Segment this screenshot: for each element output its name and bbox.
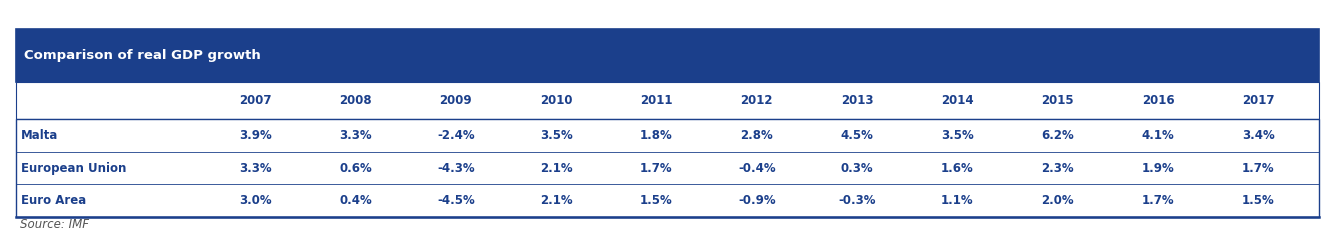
Text: -4.5%: -4.5% [437,194,475,207]
Text: 1.9%: 1.9% [1141,162,1175,174]
Bar [16,82,1319,119]
Text: 2.8%: 2.8% [741,129,773,142]
Text: 1.7%: 1.7% [639,162,673,174]
Text: 2.0%: 2.0% [1041,194,1075,207]
Text: 2009: 2009 [439,94,473,107]
Text: 1.7%: 1.7% [1141,194,1175,207]
Text: Comparison of real GDP growth: Comparison of real GDP growth [24,49,260,62]
Text: 0.3%: 0.3% [841,162,873,174]
Text: 0.4%: 0.4% [339,194,372,207]
Text: Source: IMF: Source: IMF [20,218,89,231]
Text: 2007: 2007 [239,94,271,107]
Text: Malta: Malta [21,129,59,142]
Text: 4.5%: 4.5% [841,129,873,142]
Text: 3.9%: 3.9% [239,129,271,142]
Text: -0.9%: -0.9% [738,194,776,207]
Text: 1.5%: 1.5% [639,194,673,207]
Text: 0.6%: 0.6% [339,162,372,174]
Text: 1.8%: 1.8% [639,129,673,142]
Text: -2.4%: -2.4% [437,129,474,142]
Text: 2016: 2016 [1141,94,1175,107]
Text: 2014: 2014 [941,94,973,107]
Text: 2.1%: 2.1% [539,162,573,174]
Text: 2.1%: 2.1% [539,194,573,207]
Text: -0.3%: -0.3% [838,194,876,207]
Text: 1.5%: 1.5% [1242,194,1275,207]
Text: 1.1%: 1.1% [941,194,973,207]
Text: 2008: 2008 [339,94,371,107]
Text: 2010: 2010 [539,94,573,107]
Text: 2017: 2017 [1242,94,1275,107]
Text: 2015: 2015 [1041,94,1075,107]
Text: 2013: 2013 [841,94,873,107]
Text: 3.0%: 3.0% [239,194,271,207]
Text: 2.3%: 2.3% [1041,162,1075,174]
Text: 3.3%: 3.3% [239,162,271,174]
Text: 1.6%: 1.6% [941,162,973,174]
Text: 4.1%: 4.1% [1141,129,1175,142]
Text: 1.7%: 1.7% [1242,162,1275,174]
Text: -0.4%: -0.4% [738,162,776,174]
Text: 2011: 2011 [641,94,673,107]
Text: Euro Area: Euro Area [21,194,87,207]
Text: 3.5%: 3.5% [539,129,573,142]
Text: 3.4%: 3.4% [1242,129,1275,142]
Bar [16,29,1319,82]
Text: European Union: European Union [21,162,127,174]
Text: 3.5%: 3.5% [941,129,973,142]
Text: -4.3%: -4.3% [437,162,474,174]
Text: 6.2%: 6.2% [1041,129,1075,142]
Bar [16,119,1319,217]
Text: 2012: 2012 [741,94,773,107]
Text: 3.3%: 3.3% [339,129,371,142]
